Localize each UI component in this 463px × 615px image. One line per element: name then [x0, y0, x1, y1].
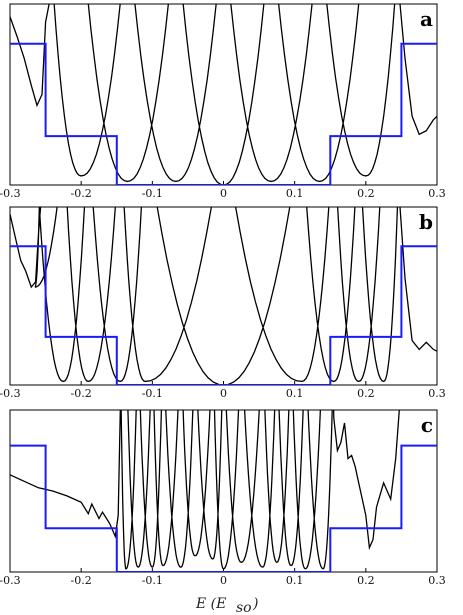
x-tick-label: -0.3	[0, 574, 21, 587]
panel-label-b: b	[419, 210, 433, 234]
panel-label-c: c	[421, 413, 433, 437]
x-tick-label: -0.3	[0, 387, 21, 400]
plot-frame	[9, 206, 438, 386]
series-step-b	[10, 245, 437, 385]
series-curve-a	[10, 4, 437, 185]
panel-b: -0.3 -0.2 -0.1 0 0.1 0.2 0.3 b	[0, 206, 446, 400]
panel-label-a: a	[420, 7, 433, 31]
x-axis-label-main: E (E	[195, 596, 226, 612]
x-axis-label-sub: so	[236, 600, 252, 615]
x-tick-label: 0.3	[428, 387, 446, 400]
x-tick-label: -0.1	[142, 387, 163, 400]
x-tick-label: 0.2	[357, 387, 375, 400]
x-tick-label: 0.2	[357, 574, 375, 587]
x-tick-label: -0.2	[71, 187, 92, 200]
x-tick-label: 0.1	[286, 574, 304, 587]
x-tick-label: 0	[220, 387, 227, 400]
x-tick-label: 0.2	[357, 187, 375, 200]
series-step-a	[10, 42, 437, 185]
x-tick-label: 0.1	[286, 187, 304, 200]
plot-frame	[9, 3, 438, 186]
x-tick-label: 0.3	[428, 574, 446, 587]
plot-frame	[9, 409, 438, 573]
x-axis-label-close: )	[252, 596, 258, 612]
series-step-c	[10, 444, 437, 572]
x-tick-label: -0.1	[142, 187, 163, 200]
x-tick-label: 0	[220, 187, 227, 200]
x-tick-label: -0.2	[71, 574, 92, 587]
panel-a: -0.3 -0.2 -0.1 0 0.1 0.2 0.3 a	[0, 3, 446, 200]
series-curve-c	[10, 410, 400, 570]
x-axis-label: E (E so )	[195, 596, 258, 615]
x-tick-label: 0.3	[428, 187, 446, 200]
x-tick-label: -0.2	[71, 387, 92, 400]
x-tick-label: 0.1	[286, 387, 304, 400]
x-tick-label: -0.1	[142, 574, 163, 587]
x-tick-label: -0.3	[0, 187, 21, 200]
x-tick-label: 0	[220, 574, 227, 587]
panel-c: -0.3 -0.2 -0.1 0 0.1 0.2 0.3 c	[0, 409, 446, 587]
series-curve-b	[10, 207, 437, 385]
